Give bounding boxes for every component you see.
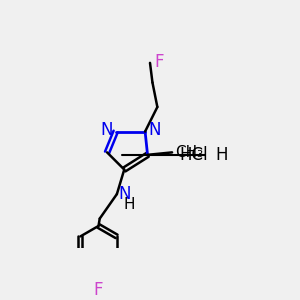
Text: CH₃: CH₃	[175, 145, 203, 160]
Text: H: H	[215, 146, 227, 164]
Text: H: H	[123, 197, 135, 212]
Text: N: N	[118, 185, 130, 203]
Text: HCl: HCl	[180, 146, 208, 164]
Text: N: N	[148, 121, 161, 139]
Text: F: F	[154, 52, 164, 70]
Text: F: F	[94, 281, 103, 299]
Text: N: N	[100, 121, 113, 139]
